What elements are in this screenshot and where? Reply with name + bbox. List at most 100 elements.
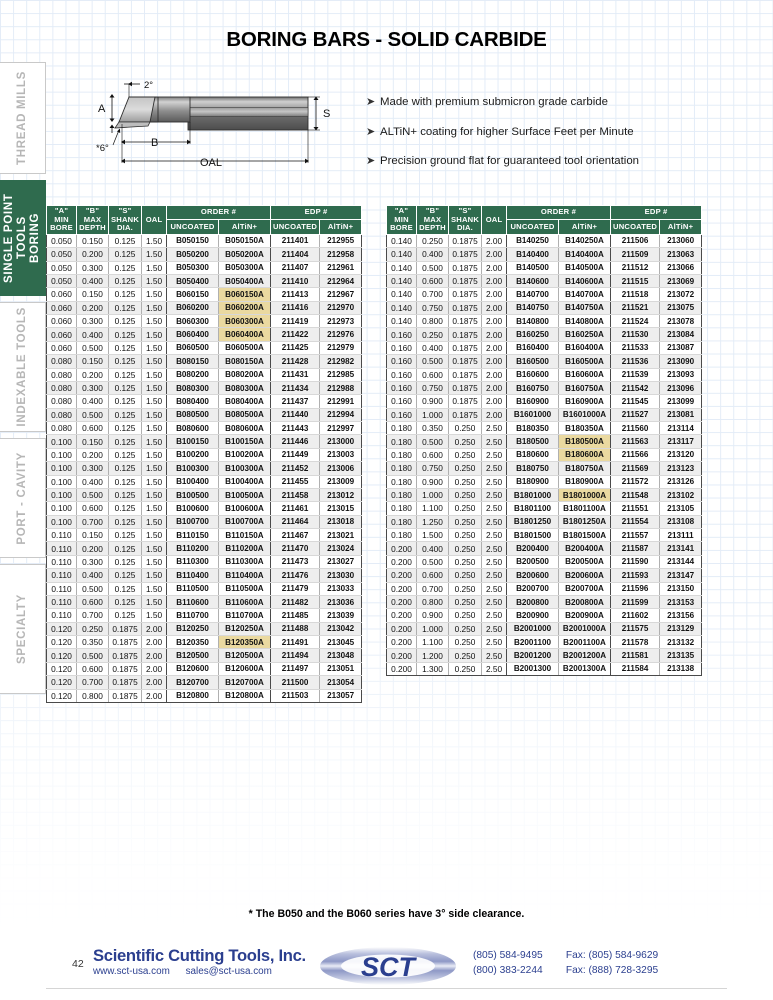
sidebar-tab-single-point-tools-boring[interactable]: SINGLE POINT TOOLS BORING	[0, 180, 46, 296]
cell-min-bore: 0.100	[46, 447, 77, 463]
cell-min-bore: 0.160	[386, 407, 417, 423]
cell-min-bore: 0.140	[386, 314, 417, 329]
table-row: 0.120 0.700 0.1875 2.00 B120700 B120700A 21150…	[46, 675, 363, 690]
cell-shank-dia: 0.1875	[447, 273, 483, 289]
cell-order-altin: B100300A	[218, 461, 272, 476]
header-group-edp: EDP #	[610, 204, 703, 221]
cell-order-uncoated: B110500	[166, 581, 220, 596]
cell-edp-uncoated: 211509	[610, 247, 661, 262]
sidebar-tab-specialty[interactable]: SPECIALTY	[0, 564, 46, 694]
cell-order-uncoated: B100150	[166, 434, 220, 449]
cell-shank-dia: 0.125	[107, 434, 143, 449]
cell-order-uncoated: B1801250	[506, 514, 560, 530]
cell-oal: 2.00	[481, 367, 508, 382]
company-website[interactable]: www.sct-usa.com	[93, 966, 170, 977]
cell-shank-dia: 0.250	[447, 568, 483, 583]
cell-max-depth: 0.500	[76, 581, 109, 596]
header-oal: OAL	[481, 205, 508, 235]
cell-order-altin: B050300A	[218, 260, 272, 275]
cell-min-bore: 0.060	[46, 327, 77, 342]
header-edp-altin: AlTiN+	[319, 219, 363, 235]
sidebar-tab-thread-mills[interactable]: THREAD MILLS	[0, 62, 46, 174]
cell-oal: 2.00	[141, 648, 168, 663]
page-footer: 42 Scientific Cutting Tools, Inc. www.sc…	[0, 944, 773, 990]
cell-edp-altin: 213060	[659, 233, 703, 249]
cell-shank-dia: 0.1875	[447, 340, 483, 356]
cell-edp-altin: 213105	[659, 501, 703, 516]
cell-max-depth: 0.150	[76, 434, 109, 449]
cell-edp-altin: 212991	[319, 394, 363, 409]
company-email[interactable]: sales@sct-usa.com	[185, 966, 272, 977]
cell-shank-dia: 0.1875	[107, 675, 143, 690]
table-row: 0.180 0.600 0.250 2.50 B180600 B180600A 211566…	[386, 447, 703, 463]
cell-edp-uncoated: 211464	[270, 514, 321, 530]
cell-oal: 1.50	[141, 514, 168, 530]
cell-shank-dia: 0.125	[107, 327, 143, 342]
cell-oal: 2.50	[481, 421, 508, 436]
cell-max-depth: 1.100	[416, 501, 449, 516]
cell-order-altin: B140600A	[558, 273, 612, 289]
table-row: 0.100 0.150 0.125 1.50 B100150 B100150A 211446…	[46, 434, 363, 449]
cell-oal: 2.50	[481, 554, 508, 570]
cell-max-depth: 0.700	[416, 581, 449, 596]
cell-order-altin: B050150A	[218, 233, 272, 249]
table-row: 0.140 0.400 0.1875 2.00 B140400 B140400A 21150…	[386, 247, 703, 262]
table-row: 0.110 0.200 0.125 1.50 B110200 B110200A 211470…	[46, 541, 363, 556]
cell-order-altin: B140500A	[558, 260, 612, 275]
cell-edp-uncoated: 211431	[270, 367, 321, 382]
cell-edp-altin: 213069	[659, 273, 703, 289]
cell-edp-altin: 213036	[319, 594, 363, 610]
cell-max-depth: 0.900	[416, 608, 449, 623]
cell-max-depth: 0.700	[76, 675, 109, 690]
header-edp-uncoated: UNCOATED	[610, 219, 661, 235]
cell-min-bore: 0.200	[386, 594, 417, 610]
sidebar-tab-indexable-tools[interactable]: INDEXABLE TOOLS	[0, 302, 46, 432]
cell-min-bore: 0.140	[386, 273, 417, 289]
feature-text: Made with premium submicron grade carbid…	[380, 96, 608, 108]
cell-shank-dia: 0.125	[107, 447, 143, 463]
cell-edp-altin: 213048	[319, 648, 363, 663]
cell-max-depth: 0.600	[76, 421, 109, 436]
cell-order-altin: B110400A	[218, 568, 272, 583]
cell-edp-uncoated: 211458	[270, 487, 321, 503]
cell-min-bore: 0.100	[46, 514, 77, 530]
cell-order-uncoated: B060150	[166, 287, 220, 302]
cell-min-bore: 0.060	[46, 287, 77, 302]
table-row: 0.050 0.400 0.125 1.50 B050400 B050400A 211410…	[46, 273, 363, 289]
cell-max-depth: 0.200	[76, 447, 109, 463]
table-row: 0.180 1.500 0.250 2.50 B1801500 B1801500A 2115…	[386, 528, 703, 543]
cell-edp-uncoated: 211512	[610, 260, 661, 275]
cell-max-depth: 0.150	[76, 528, 109, 543]
cell-edp-uncoated: 211497	[270, 661, 321, 677]
cell-edp-altin: 212964	[319, 273, 363, 289]
cell-max-depth: 0.200	[76, 367, 109, 382]
cell-min-bore: 0.180	[386, 514, 417, 530]
cell-shank-dia: 0.125	[107, 568, 143, 583]
cell-order-altin: B1801100A	[558, 501, 612, 516]
cell-order-uncoated: B060500	[166, 340, 220, 356]
cell-edp-altin: 212994	[319, 407, 363, 423]
cell-edp-uncoated: 211518	[610, 287, 661, 302]
cell-oal: 1.50	[141, 380, 168, 396]
cell-min-bore: 0.120	[46, 661, 77, 677]
cell-edp-uncoated: 211500	[270, 675, 321, 690]
cell-edp-uncoated: 211548	[610, 487, 661, 503]
cell-oal: 2.50	[481, 581, 508, 596]
arrow-bullet-icon: ➤	[366, 155, 376, 167]
cell-edp-uncoated: 211452	[270, 461, 321, 476]
table-row: 0.050 0.200 0.125 1.50 B050200 B050200A 211404…	[46, 247, 363, 262]
sidebar-tab-port-cavity[interactable]: PORT - CAVITY	[0, 438, 46, 558]
cell-oal: 2.00	[481, 300, 508, 316]
cell-oal: 1.50	[141, 487, 168, 503]
cell-order-altin: B120600A	[218, 661, 272, 677]
diagram-label-angle-top: 2°	[144, 80, 153, 91]
cell-shank-dia: 0.250	[447, 461, 483, 476]
table-row: 0.160 0.750 0.1875 2.00 B160750 B160750A 21154…	[386, 380, 703, 396]
cell-order-uncoated: B200600	[506, 568, 560, 583]
cell-min-bore: 0.110	[46, 581, 77, 596]
cell-shank-dia: 0.250	[447, 621, 483, 637]
cell-max-depth: 0.400	[76, 327, 109, 342]
table-row: 0.100 0.600 0.125 1.50 B100600 B100600A 211461…	[46, 501, 363, 516]
cell-shank-dia: 0.1875	[107, 621, 143, 637]
table-row: 0.160 1.000 0.1875 2.00 B1601000 B1601000A 211…	[386, 407, 703, 423]
